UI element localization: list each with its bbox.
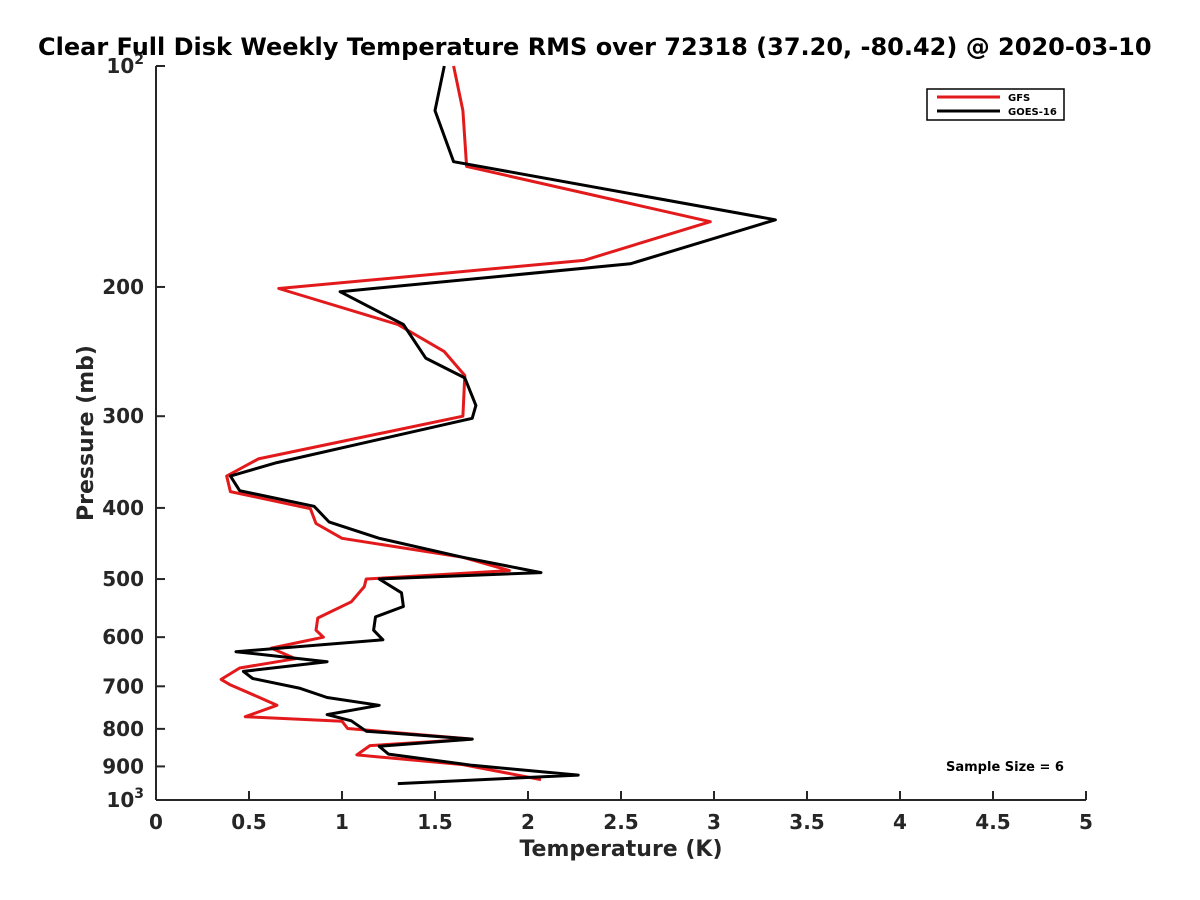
x-tick-label: 1.5 [417, 810, 452, 834]
chart-title: Clear Full Disk Weekly Temperature RMS o… [38, 33, 1152, 61]
y-tick-label: 400 [102, 496, 144, 520]
y-tick-label: 200 [102, 275, 144, 299]
x-tick-label: 1 [335, 810, 349, 834]
series-line-gfs [219, 65, 712, 782]
y-tick-label: 900 [102, 754, 144, 778]
y-tick-label: 800 [102, 717, 144, 741]
y-tick-label: 700 [102, 674, 144, 698]
series-layer [219, 65, 777, 786]
legend-label-gfs: GFS [1008, 93, 1030, 104]
plot-area [155, 66, 1086, 801]
legend: GFS GOES-16 [926, 88, 1065, 121]
x-tick-label: 2.5 [603, 810, 638, 834]
x-ticks: 0 0.5 1 1.5 2 2.5 3 3.5 4 4.5 5 [149, 791, 1093, 834]
x-tick-label: 3 [707, 810, 721, 834]
y-tick-label: 102 [106, 52, 144, 78]
series-line-goes-16 [228, 65, 777, 786]
x-tick-label: 4.5 [975, 810, 1010, 834]
sample-size-annotation: Sample Size = 6 [946, 760, 1064, 775]
legend-box [926, 88, 1065, 121]
x-tick-label: 2 [521, 810, 535, 834]
x-tick-label: 0.5 [231, 810, 266, 834]
y-tick-label: 300 [102, 404, 144, 428]
x-tick-label: 0 [149, 810, 163, 834]
x-tick-label: 4 [893, 810, 907, 834]
y-tick-label: 500 [102, 567, 144, 591]
y-tick-label: 600 [102, 625, 144, 649]
x-tick-label: 5 [1079, 810, 1093, 834]
x-tick-label: 3.5 [789, 810, 824, 834]
y-ticks: 102 200 300 400 500 600 700 800 900 103 [102, 52, 165, 812]
y-tick-label: 103 [106, 786, 144, 812]
legend-label-goes-16: GOES-16 [1008, 107, 1057, 118]
x-axis-label: Temperature (K) [519, 837, 722, 862]
y-axis-label: Pressure (mb) [74, 345, 99, 521]
